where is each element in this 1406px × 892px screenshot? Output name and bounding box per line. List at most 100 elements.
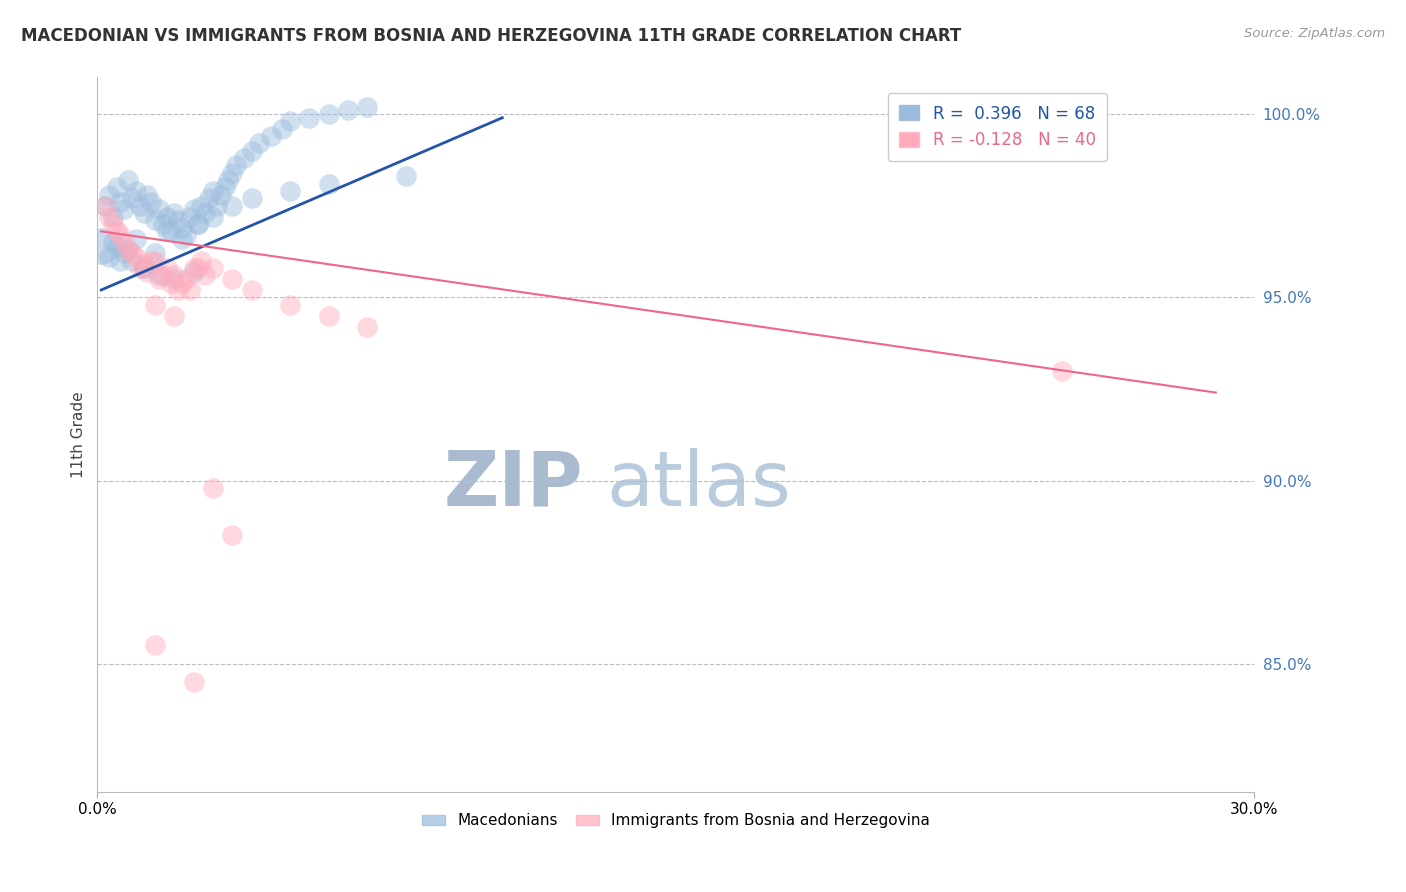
Point <box>187 217 209 231</box>
Point <box>101 217 124 231</box>
Point <box>202 184 225 198</box>
Point <box>125 232 148 246</box>
Point <box>232 151 254 165</box>
Point <box>183 265 205 279</box>
Point <box>190 199 212 213</box>
Point <box>101 210 124 224</box>
Point <box>183 675 205 690</box>
Point <box>221 272 243 286</box>
Point <box>97 210 120 224</box>
Point <box>121 253 143 268</box>
Point <box>143 246 166 260</box>
Point <box>337 103 360 118</box>
Point <box>174 227 197 242</box>
Point <box>163 268 186 283</box>
Point <box>240 283 263 297</box>
Point <box>125 184 148 198</box>
Point <box>136 265 159 279</box>
Text: Source: ZipAtlas.com: Source: ZipAtlas.com <box>1244 27 1385 40</box>
Point <box>132 260 155 275</box>
Text: ZIP: ZIP <box>444 448 583 522</box>
Point <box>143 298 166 312</box>
Point <box>190 253 212 268</box>
Point <box>1050 363 1073 377</box>
Point <box>318 107 340 121</box>
Point <box>167 213 190 227</box>
Point <box>356 319 378 334</box>
Point <box>132 260 155 275</box>
Point <box>148 268 170 283</box>
Point <box>94 199 117 213</box>
Point <box>110 253 132 268</box>
Point <box>318 177 340 191</box>
Point <box>202 210 225 224</box>
Point <box>132 206 155 220</box>
Point <box>159 224 181 238</box>
Point <box>187 217 209 231</box>
Point <box>187 260 209 275</box>
Point <box>318 309 340 323</box>
Point <box>163 206 186 220</box>
Point <box>356 100 378 114</box>
Point <box>221 166 243 180</box>
Point <box>110 227 132 242</box>
Point <box>179 210 201 224</box>
Point <box>205 199 228 213</box>
Point <box>278 184 301 198</box>
Point <box>101 235 124 250</box>
Point <box>117 173 139 187</box>
Point <box>128 199 150 213</box>
Point <box>156 260 179 275</box>
Point <box>136 187 159 202</box>
Point <box>202 260 225 275</box>
Point <box>159 276 181 290</box>
Point <box>163 272 186 286</box>
Point <box>194 206 217 220</box>
Y-axis label: 11th Grade: 11th Grade <box>72 392 86 478</box>
Point <box>167 283 190 297</box>
Point <box>298 111 321 125</box>
Point <box>121 246 143 260</box>
Point <box>141 253 163 268</box>
Point <box>198 191 221 205</box>
Point <box>97 187 120 202</box>
Point <box>152 217 174 231</box>
Point <box>152 268 174 283</box>
Point <box>143 253 166 268</box>
Point <box>112 235 135 250</box>
Point <box>121 191 143 205</box>
Point <box>105 180 128 194</box>
Point <box>128 260 150 275</box>
Point <box>156 224 179 238</box>
Point <box>143 213 166 227</box>
Text: atlas: atlas <box>606 448 792 522</box>
Point <box>90 239 112 253</box>
Point <box>225 158 247 172</box>
Point <box>260 129 283 144</box>
Point <box>179 283 201 297</box>
Point <box>117 243 139 257</box>
Point <box>221 528 243 542</box>
Point <box>240 144 263 158</box>
Point <box>214 180 236 194</box>
Point <box>105 239 128 253</box>
Point <box>174 272 197 286</box>
Point <box>143 639 166 653</box>
Point <box>97 250 120 264</box>
Point <box>209 187 232 202</box>
Point <box>247 136 270 151</box>
Point <box>148 272 170 286</box>
Point <box>183 260 205 275</box>
Point <box>194 268 217 283</box>
Point <box>221 199 243 213</box>
Point <box>125 250 148 264</box>
Point <box>278 298 301 312</box>
Point <box>156 210 179 224</box>
Point <box>148 202 170 217</box>
Point <box>395 169 418 184</box>
Legend: Macedonians, Immigrants from Bosnia and Herzegovina: Macedonians, Immigrants from Bosnia and … <box>416 807 936 834</box>
Point <box>278 114 301 128</box>
Point <box>240 191 263 205</box>
Point <box>172 220 194 235</box>
Point <box>117 243 139 257</box>
